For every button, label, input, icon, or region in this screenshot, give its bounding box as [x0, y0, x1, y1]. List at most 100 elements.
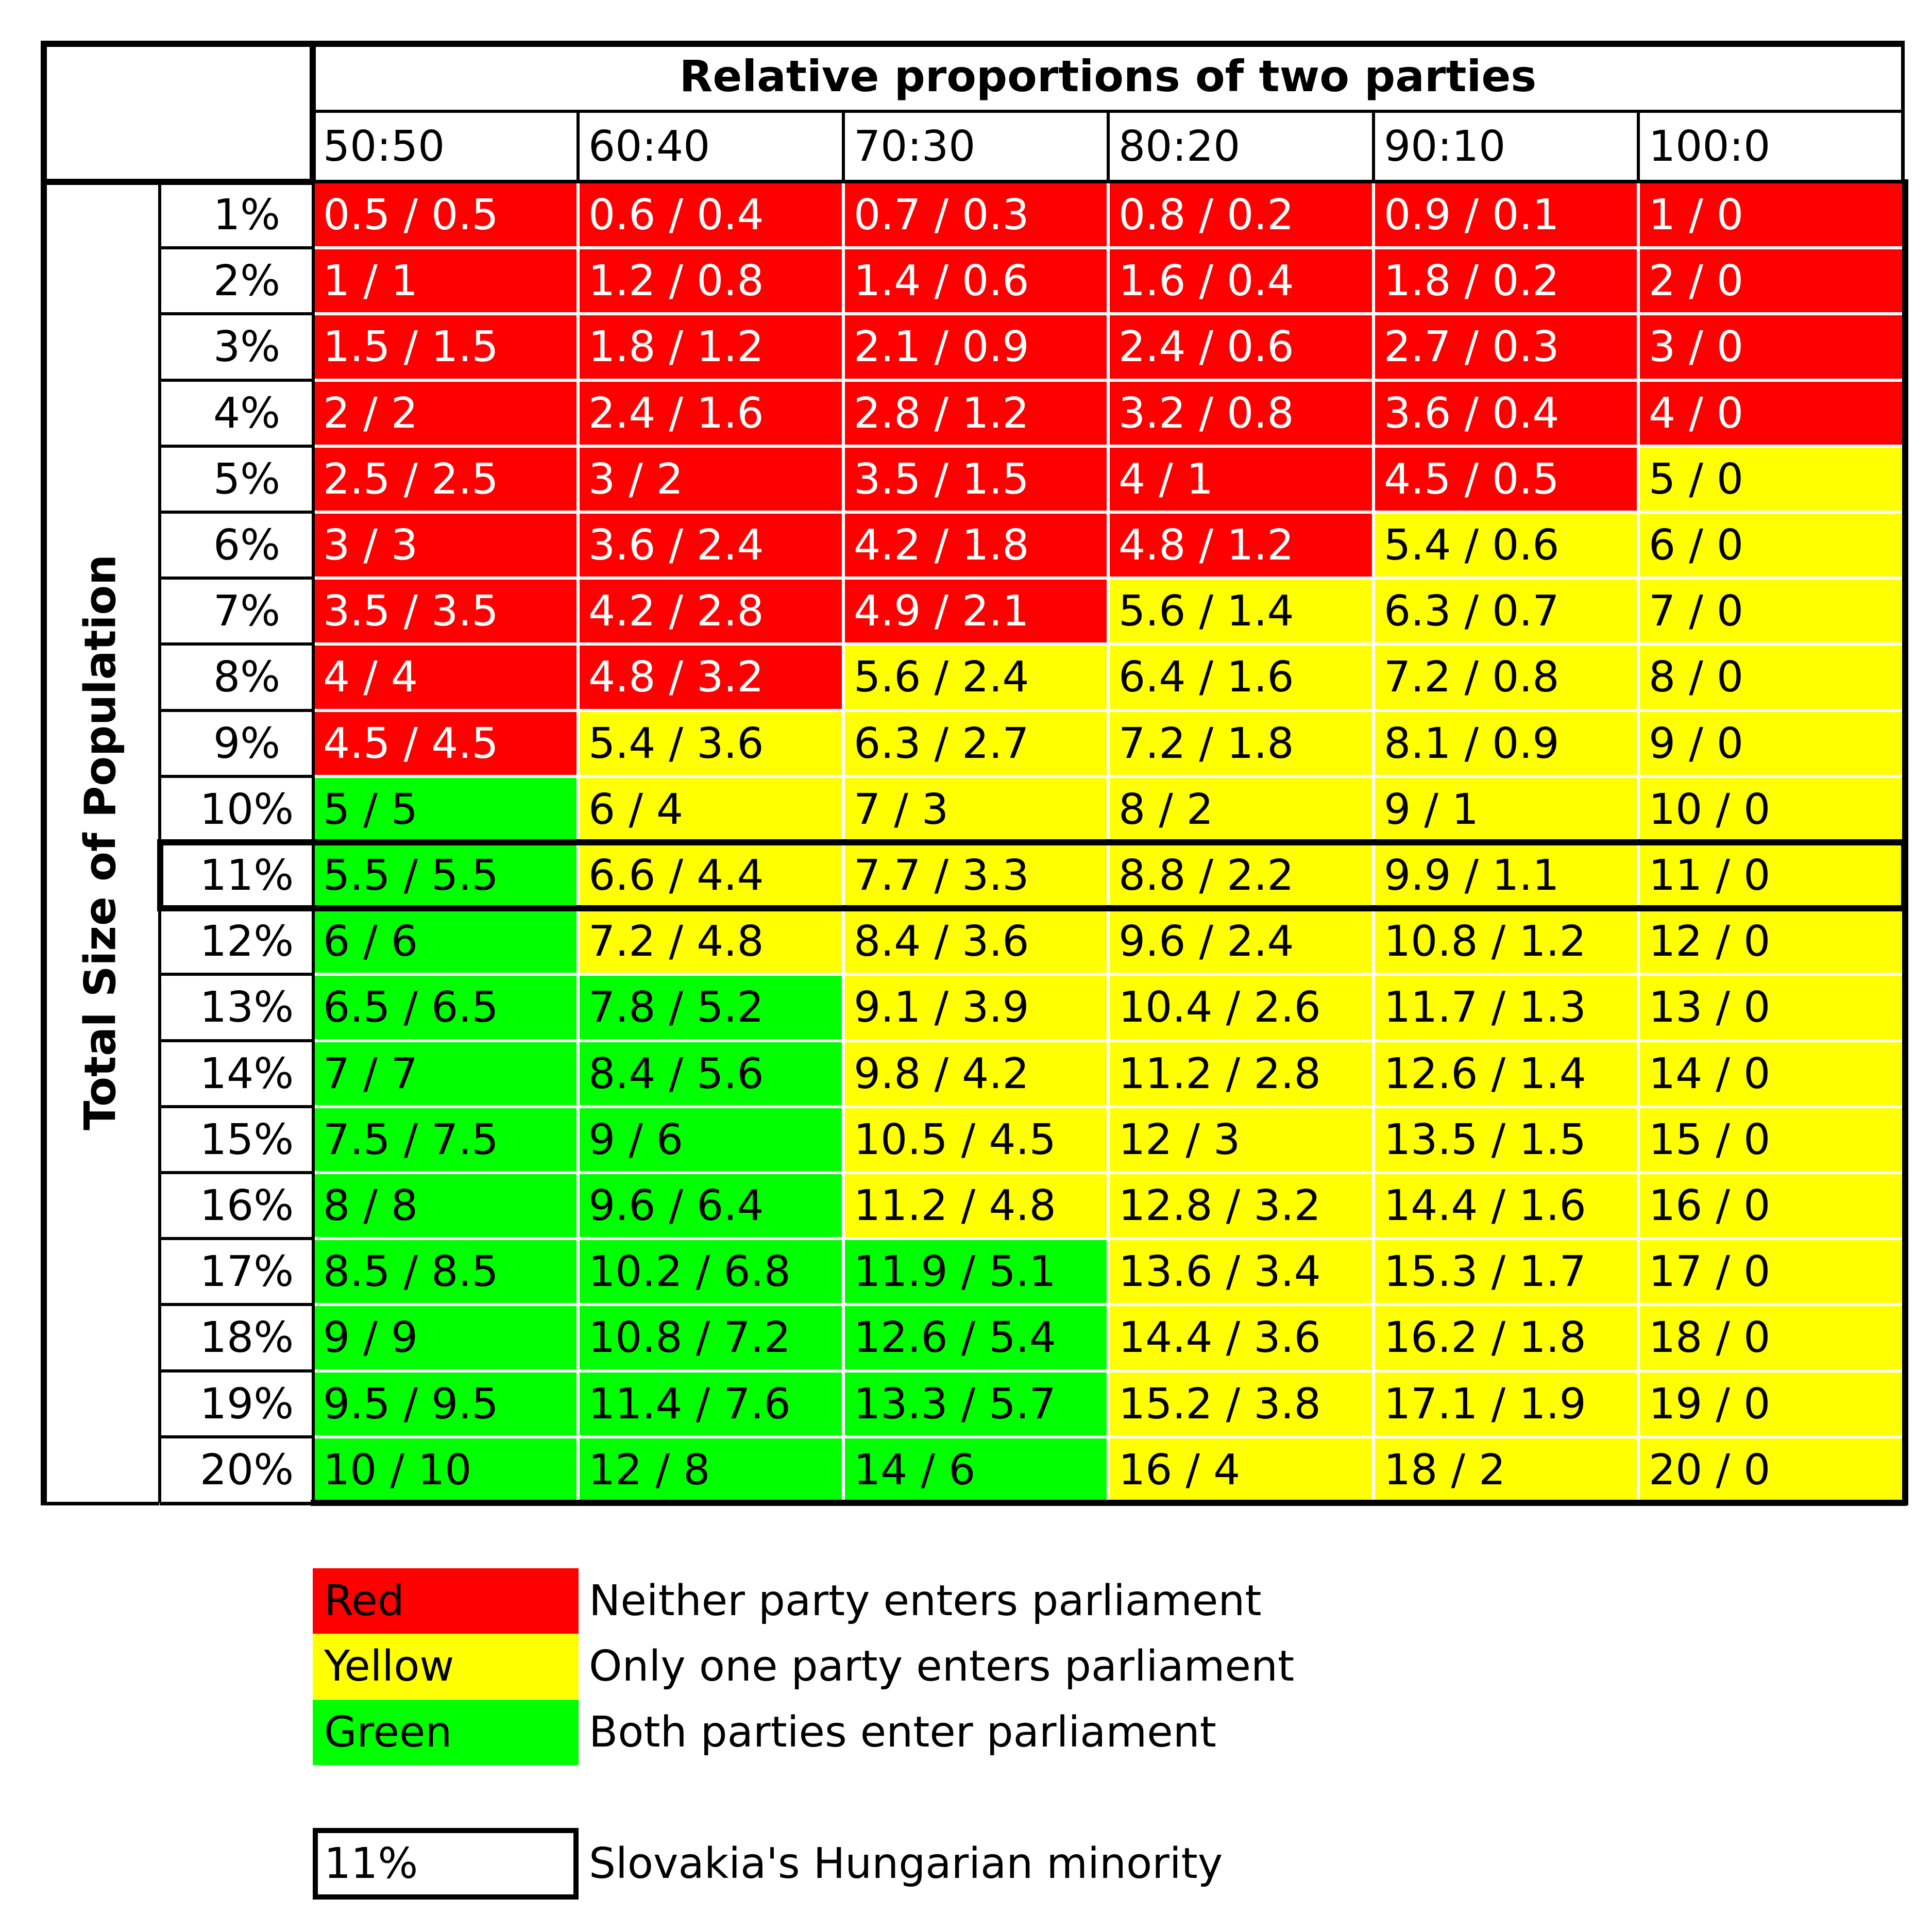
- table-cell: 5.6 / 2.4: [843, 644, 1109, 710]
- row-axis-label: Total Size of Population: [75, 554, 126, 1130]
- table-cell: 1.6 / 0.4: [1108, 248, 1374, 314]
- table-cell: 2.7 / 0.3: [1374, 314, 1639, 380]
- legend-description: Both parties enter parliament: [589, 1708, 1216, 1757]
- table-cell: 7.5 / 7.5: [313, 1107, 578, 1173]
- row-border: [160, 775, 313, 778]
- row-label: 19%: [199, 1379, 294, 1429]
- row-label: 12%: [199, 917, 294, 966]
- table-cell: 4.8 / 1.2: [1108, 512, 1374, 578]
- table-cell: 12.6 / 1.4: [1374, 1041, 1639, 1107]
- row-border: [160, 379, 313, 382]
- legend-description: Neither party enters parliament: [589, 1577, 1262, 1625]
- highlight-legend-description: Slovakia's Hungarian minority: [589, 1839, 1223, 1888]
- row-label: 20%: [199, 1445, 294, 1495]
- table-cell: 10.5 / 4.5: [843, 1107, 1109, 1173]
- table-cell: 3.6 / 0.4: [1374, 380, 1639, 446]
- table-cell: 10.8 / 1.2: [1374, 908, 1639, 974]
- row-label: 4%: [213, 388, 281, 438]
- table-cell: 5 / 5: [313, 776, 578, 842]
- table-cell: 9 / 6: [578, 1107, 843, 1173]
- table-cell: 7.8 / 5.2: [578, 974, 843, 1040]
- table-cell: 11.7 / 1.3: [1374, 974, 1639, 1040]
- table-cell: 2.5 / 2.5: [313, 446, 578, 512]
- table-cell: 16 / 0: [1638, 1173, 1904, 1239]
- table-cell: 2.1 / 0.9: [843, 314, 1109, 380]
- table-cell: 19 / 0: [1638, 1371, 1904, 1437]
- table-cell: 14 / 0: [1638, 1041, 1904, 1107]
- column-header: 60:40: [588, 122, 710, 171]
- table-border: [160, 1502, 313, 1505]
- table-cell: 9.9 / 1.1: [1374, 842, 1639, 908]
- table-cell: 10.4 / 2.6: [1108, 974, 1374, 1040]
- table-cell: 10.2 / 6.8: [578, 1239, 843, 1304]
- table-cell: 14 / 6: [843, 1437, 1109, 1503]
- column-header: 50:50: [323, 122, 445, 171]
- highlight-row-border: [157, 905, 1906, 911]
- table-cell: 8.4 / 5.6: [578, 1041, 843, 1107]
- row-label: 9%: [213, 719, 281, 768]
- table-cell: 3 / 2: [578, 446, 843, 512]
- highlight-legend-box: 11%: [313, 1828, 579, 1900]
- table-cell: 12.8 / 3.2: [1108, 1173, 1374, 1239]
- table-cell: 4 / 0: [1638, 380, 1904, 446]
- legend-description: Only one party enters parliament: [589, 1642, 1295, 1691]
- table-cell: 6.3 / 0.7: [1374, 578, 1639, 644]
- header-border: [41, 41, 1904, 47]
- table-cell: 4.5 / 4.5: [313, 710, 578, 776]
- legend-swatch-yellow: Yellow: [313, 1634, 579, 1699]
- table-cell: 18 / 0: [1638, 1304, 1904, 1370]
- table-cell: 12.6 / 5.4: [843, 1304, 1109, 1370]
- table-cell: 18 / 2: [1374, 1437, 1639, 1503]
- table-cell: 10 / 10: [313, 1437, 578, 1503]
- table-cell: 20 / 0: [1638, 1437, 1904, 1503]
- table-cell: 3 / 0: [1638, 314, 1904, 380]
- column-header: 100:0: [1649, 122, 1771, 171]
- row-border: [160, 973, 313, 976]
- table-title: Relative proportions of two parties: [679, 50, 1537, 101]
- table-cell: 4.8 / 3.2: [578, 644, 843, 710]
- table-cell: 0.8 / 0.2: [1108, 182, 1374, 248]
- column-header: 80:20: [1118, 122, 1241, 171]
- table-cell: 15.3 / 1.7: [1374, 1239, 1639, 1304]
- row-border: [160, 709, 313, 712]
- row-border: [160, 577, 313, 580]
- row-label: 18%: [199, 1313, 294, 1362]
- table-cell: 6.4 / 1.6: [1108, 644, 1374, 710]
- table-cell: 3 / 3: [313, 512, 578, 578]
- table-cell: 9 / 1: [1374, 776, 1639, 842]
- table-cell: 3.5 / 3.5: [313, 578, 578, 644]
- table-cell: 1 / 0: [1638, 182, 1904, 248]
- table-cell: 1.8 / 1.2: [578, 314, 843, 380]
- table-cell: 2 / 0: [1638, 248, 1904, 314]
- row-label: 16%: [199, 1181, 294, 1230]
- table-cell: 17.1 / 1.9: [1374, 1371, 1639, 1437]
- table-cell: 10.8 / 7.2: [578, 1304, 843, 1370]
- table-cell: 1.4 / 0.6: [843, 248, 1109, 314]
- table-cell: 1 / 1: [313, 248, 578, 314]
- row-label: 3%: [213, 322, 281, 371]
- table-cell: 4.9 / 2.1: [843, 578, 1109, 644]
- table-cell: 5.4 / 3.6: [578, 710, 843, 776]
- row-border: [160, 1303, 313, 1306]
- table-cell: 14.4 / 1.6: [1374, 1173, 1639, 1239]
- table-cell: 5.6 / 1.4: [1108, 578, 1374, 644]
- row-border: [160, 445, 313, 448]
- table-cell: 11.2 / 2.8: [1108, 1041, 1374, 1107]
- row-border: [160, 1171, 313, 1174]
- row-label: 14%: [199, 1049, 294, 1098]
- table-cell: 8.5 / 8.5: [313, 1239, 578, 1304]
- table-cell: 6.6 / 4.4: [578, 842, 843, 908]
- table-cell: 4.2 / 2.8: [578, 578, 843, 644]
- table-cell: 11 / 0: [1638, 842, 1904, 908]
- table-cell: 2.4 / 1.6: [578, 380, 843, 446]
- table-cell: 9.1 / 3.9: [843, 974, 1109, 1040]
- table-cell: 4 / 1: [1108, 446, 1374, 512]
- header-border: [1107, 111, 1110, 182]
- row-border: [160, 511, 313, 514]
- table-cell: 6.3 / 2.7: [843, 710, 1109, 776]
- table-cell: 6 / 0: [1638, 512, 1904, 578]
- row-border: [160, 1369, 313, 1372]
- highlight-row-border: [157, 839, 163, 911]
- row-label: 2%: [213, 256, 281, 306]
